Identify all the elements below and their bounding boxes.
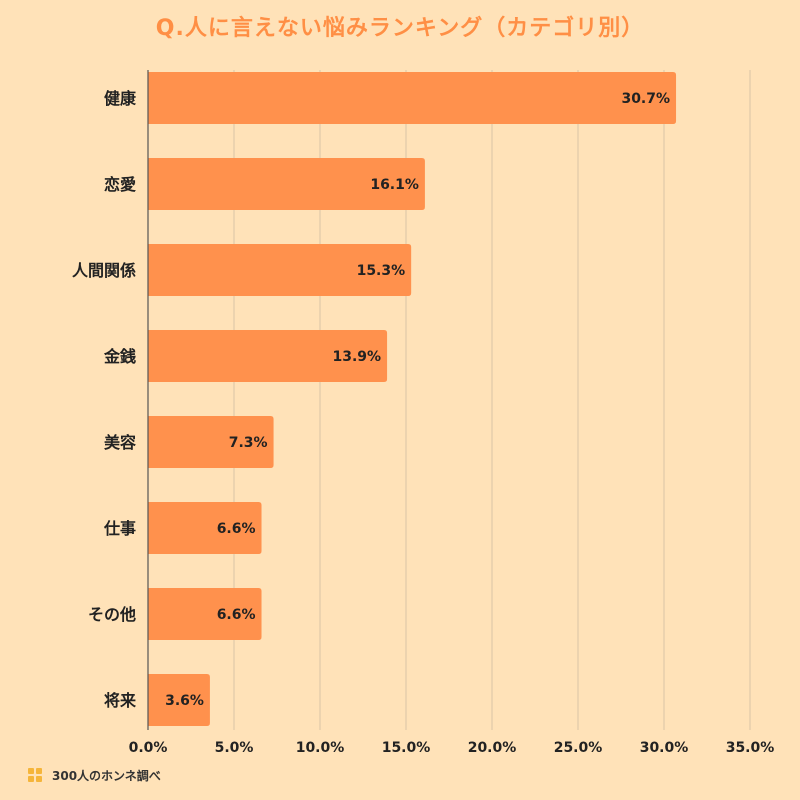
category-label: 将来 bbox=[104, 691, 137, 710]
bar bbox=[148, 588, 262, 640]
chart-title: Q.人に言えない悩みランキング（カテゴリ別） bbox=[155, 16, 645, 41]
bar bbox=[148, 244, 412, 296]
bar-value-label: 6.6% bbox=[217, 521, 256, 537]
bar bbox=[148, 674, 210, 726]
bar-value-label: 13.9% bbox=[333, 349, 382, 365]
bar bbox=[148, 330, 388, 382]
x-tick-label: 20.0% bbox=[468, 740, 517, 756]
x-tick-label: 15.0% bbox=[382, 740, 431, 756]
category-label: 健康 bbox=[104, 89, 137, 108]
x-tick-label: 5.0% bbox=[215, 740, 254, 756]
category-label: 人間関係 bbox=[72, 261, 136, 280]
bar-value-label: 30.7% bbox=[621, 91, 670, 107]
bar-value-label: 15.3% bbox=[357, 263, 406, 279]
bars: 30.7% 16.1% 15.3% 13.9% 7.3% 6.6% 6.6% 3.6% bbox=[148, 72, 677, 726]
footer: 300人のホンネ調べ bbox=[28, 765, 161, 785]
category-label: 恋愛 bbox=[104, 175, 136, 194]
category-label: 金銭 bbox=[103, 347, 136, 366]
bar-value-label: 6.6% bbox=[217, 607, 256, 623]
x-tick-label: 30.0% bbox=[640, 740, 689, 756]
bar-value-label: 16.1% bbox=[370, 177, 419, 193]
bar-value-label: 3.6% bbox=[165, 693, 204, 709]
footer-text: 300人のホンネ調べ bbox=[52, 768, 161, 783]
x-tick-label: 25.0% bbox=[554, 740, 603, 756]
category-label: 美容 bbox=[104, 433, 136, 452]
x-tick-label: 10.0% bbox=[296, 740, 345, 756]
axes: 0.0% 5.0% 10.0% 15.0% 20.0% 25.0% 30.0% 35.0% 健康… bbox=[72, 70, 774, 756]
category-label: 仕事 bbox=[103, 519, 136, 538]
bar-value-label: 7.3% bbox=[229, 435, 268, 451]
logo-icon bbox=[28, 768, 42, 782]
x-tick-label: 0.0% bbox=[129, 740, 168, 756]
x-tick-label: 35.0% bbox=[726, 740, 775, 756]
bar bbox=[148, 158, 425, 210]
bar bbox=[148, 416, 274, 468]
bar bbox=[148, 502, 262, 554]
category-label: その他 bbox=[88, 605, 136, 624]
bar bbox=[148, 72, 677, 124]
